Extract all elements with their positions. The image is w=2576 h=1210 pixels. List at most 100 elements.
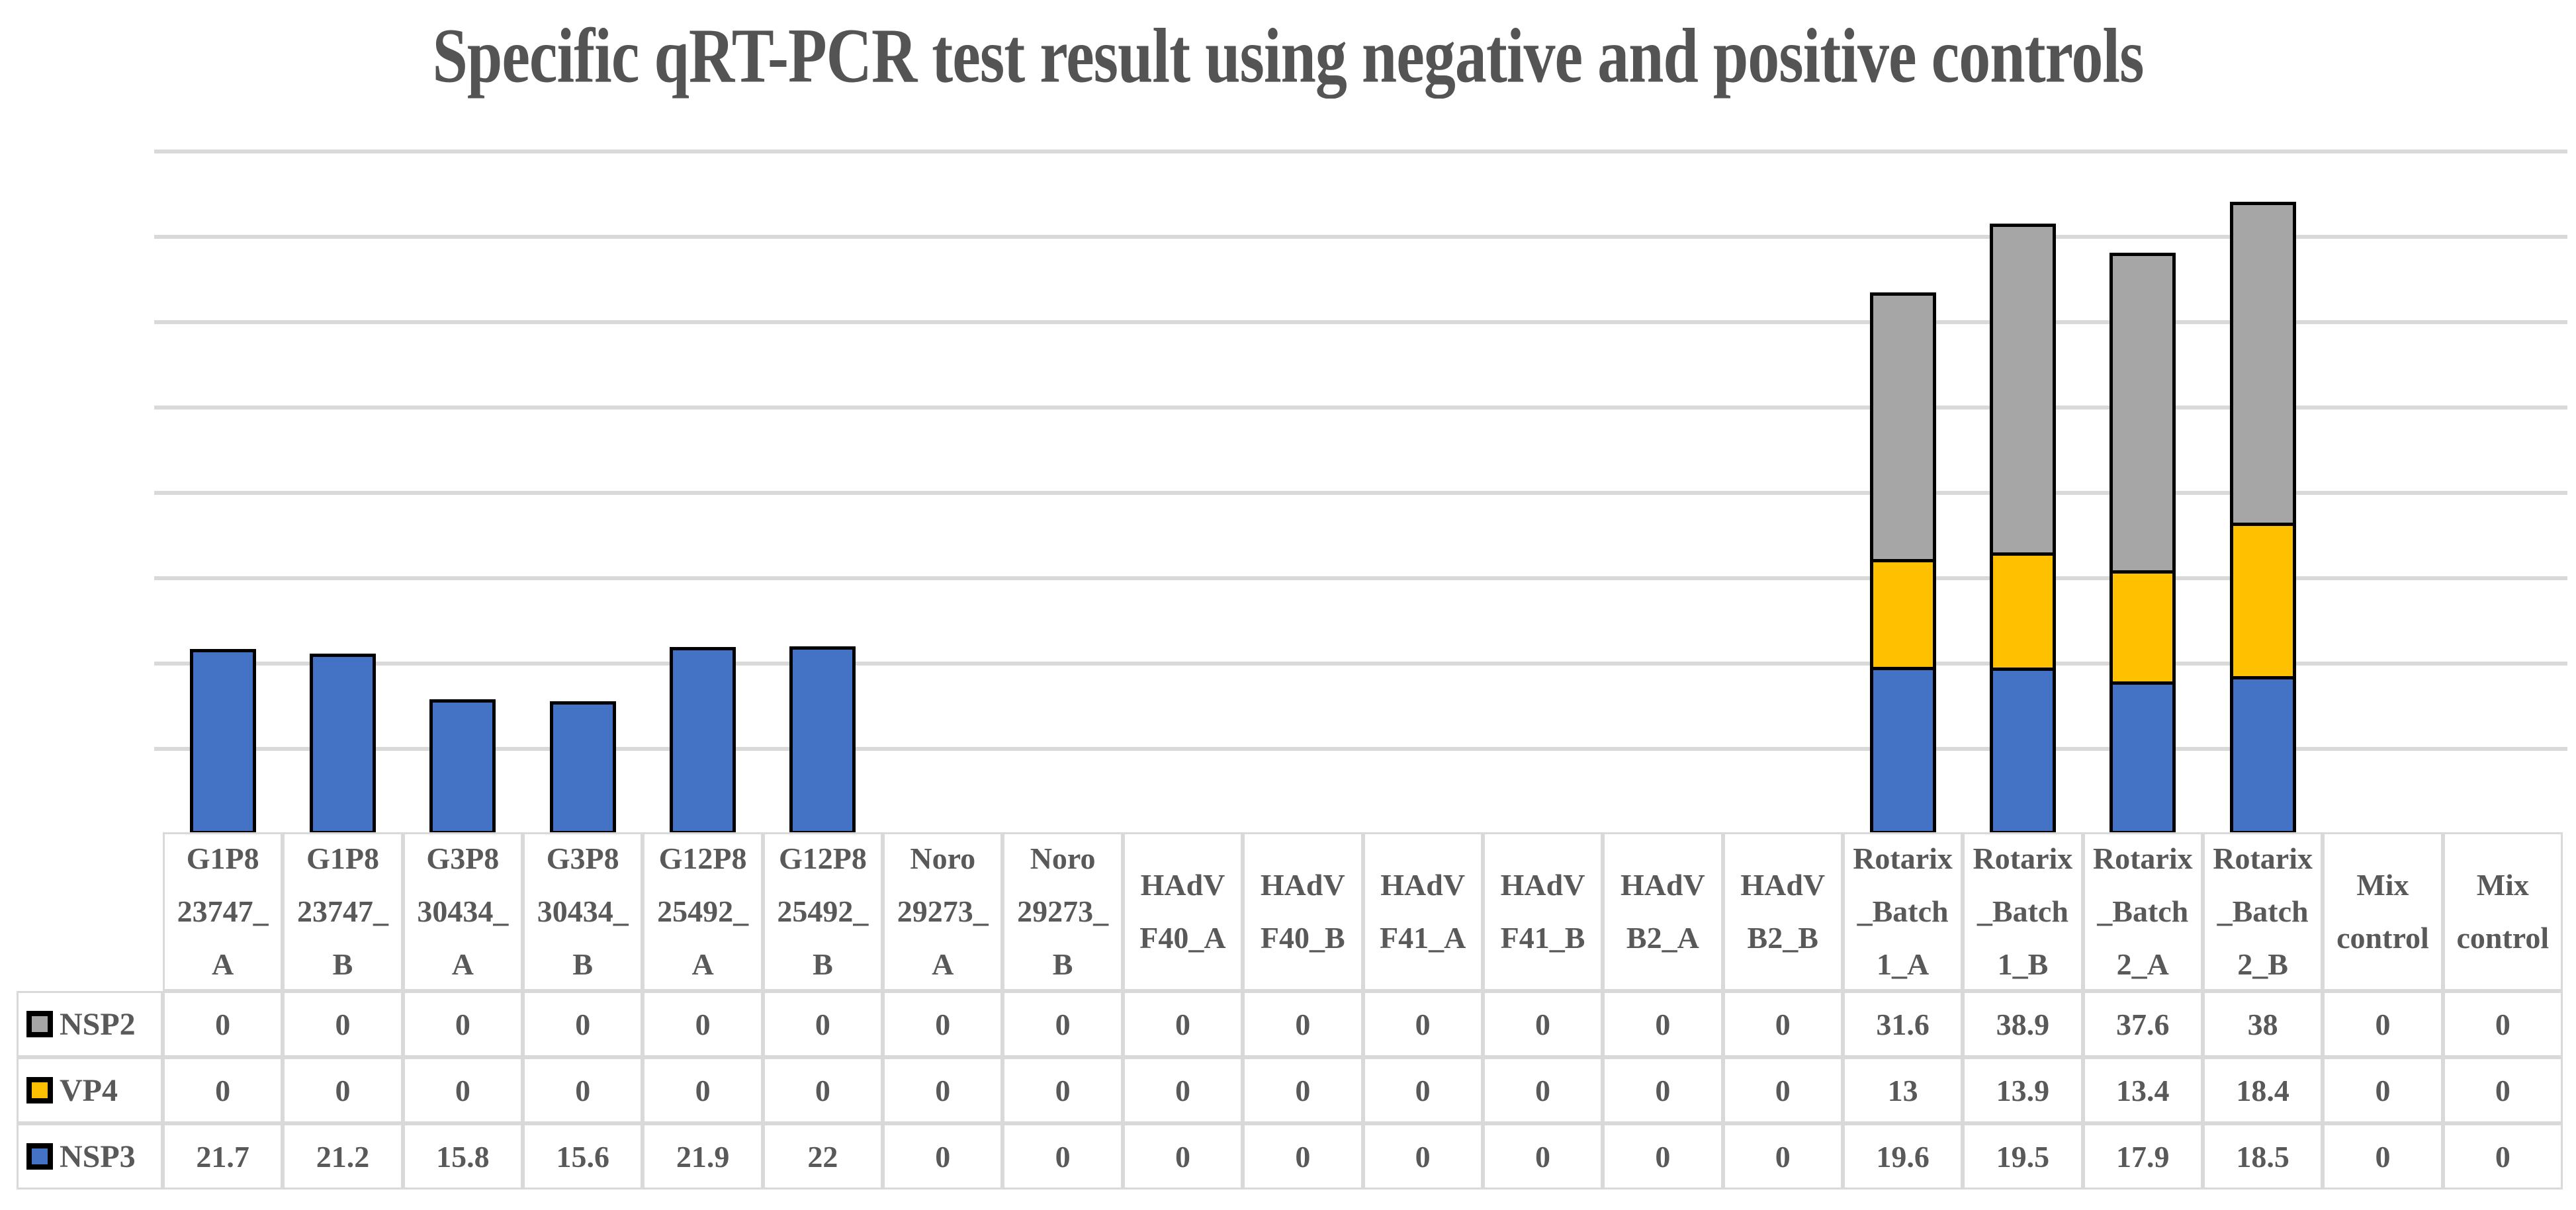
value-cell-nsp3: 17.9 <box>2082 1123 2203 1189</box>
category-label-line: B <box>813 947 833 981</box>
category-header-cell: Rotarix _Batch 1_B <box>1963 832 2083 991</box>
value-cell-vp4: 0 <box>643 1057 763 1123</box>
bar-segment-nsp3 <box>670 647 736 834</box>
category-label-line: HAdV <box>1500 868 1585 902</box>
value-cell-nsp3: 21.9 <box>643 1123 763 1189</box>
category-label-line: G3P8 <box>546 842 619 875</box>
bar-segment-nsp3 <box>1989 668 2056 834</box>
gridline <box>154 747 2567 751</box>
category-label-line: Mix <box>2356 868 2409 902</box>
series-name-label: NSP3 <box>60 1139 136 1174</box>
category-label-line: 2_A <box>2116 947 2169 981</box>
category-label-line: B2_A <box>1626 921 1699 955</box>
category-header-cell: Noro 29273_ A <box>883 832 1003 991</box>
value-cell-vp4: 0 <box>2323 1057 2443 1123</box>
category-label-line: A <box>932 947 954 981</box>
category-label-line: 29273_ <box>1017 894 1109 928</box>
category-label-line: HAdV <box>1620 868 1705 902</box>
chart-title: Specific qRT-PCR test result using negat… <box>432 12 2145 99</box>
bar-segment-nsp2 <box>2110 253 2176 574</box>
table-corner-blank <box>17 832 163 991</box>
category-label-line: G12P8 <box>778 842 867 875</box>
category-label-line: control <box>2336 921 2429 955</box>
category-label-line: _Batch <box>2217 894 2309 928</box>
value-cell-nsp2: 0 <box>643 991 763 1057</box>
value-cell-nsp3: 18.5 <box>2202 1123 2323 1189</box>
category-label-line: F40_B <box>1260 921 1345 955</box>
value-cell-nsp3: 0 <box>2442 1123 2563 1189</box>
value-cell-nsp2: 0 <box>402 991 523 1057</box>
value-cell-vp4: 13.9 <box>1963 1057 2083 1123</box>
category-header-cell: Rotarix _Batch 2_A <box>2082 832 2203 991</box>
value-cell-vp4: 13 <box>1842 1057 1963 1123</box>
category-header-cell: Rotarix _Batch 1_A <box>1842 832 1963 991</box>
category-label-line: Noro <box>1030 842 1096 875</box>
category-header-cell: G3P8 30434_ B <box>523 832 643 991</box>
value-cell-nsp3: 0 <box>1243 1123 1363 1189</box>
value-cell-vp4: 13.4 <box>2082 1057 2203 1123</box>
category-label-line: 29273_ <box>897 894 989 928</box>
category-label-line: 23747_ <box>297 894 389 928</box>
value-cell-vp4: 0 <box>523 1057 643 1123</box>
category-label-line: 25492_ <box>777 894 869 928</box>
category-label-line: B2_B <box>1747 921 1818 955</box>
category-label-line: G1P8 <box>306 842 379 875</box>
legend-row-header-vp4: VP4 <box>17 1057 163 1123</box>
value-cell-nsp2: 38 <box>2202 991 2323 1057</box>
category-label-line: F40_A <box>1139 921 1226 955</box>
gridline <box>154 320 2567 324</box>
value-cell-nsp2: 0 <box>2323 991 2443 1057</box>
category-label-line: A <box>451 947 474 981</box>
value-cell-nsp2: 0 <box>762 991 883 1057</box>
category-header-cell: HAdV B2_A <box>1603 832 1723 991</box>
bar-segment-vp4 <box>2229 523 2296 679</box>
value-cell-nsp3: 0 <box>1603 1123 1723 1189</box>
category-label-line: G3P8 <box>426 842 500 875</box>
category-header-cell: G12P8 25492_ B <box>762 832 883 991</box>
legend-swatch-nsp2 <box>26 1011 53 1037</box>
category-header-cell: Noro 29273_ B <box>1002 832 1123 991</box>
legend-row-header-nsp3: NSP3 <box>17 1123 163 1189</box>
value-cell-nsp3: 0 <box>1482 1123 1603 1189</box>
data-table: G1P8 23747_ A G1P8 23747_ B G3P8 30434_ A G3P8 304… <box>17 832 2563 1189</box>
category-label-line: B <box>572 947 594 981</box>
value-cell-vp4: 0 <box>283 1057 403 1123</box>
category-label-line: B <box>332 947 353 981</box>
bar-segment-vp4 <box>1989 552 2056 671</box>
value-cell-nsp3: 0 <box>2323 1123 2443 1189</box>
value-cell-nsp2: 0 <box>1722 991 1843 1057</box>
gridline <box>154 150 2567 153</box>
bar-segment-nsp2 <box>2229 202 2296 526</box>
value-cell-vp4: 0 <box>402 1057 523 1123</box>
category-label-line: Rotarix <box>2092 842 2193 875</box>
value-cell-nsp2: 0 <box>2442 991 2563 1057</box>
value-cell-nsp3: 0 <box>1122 1123 1243 1189</box>
value-cell-nsp3: 22 <box>762 1123 883 1189</box>
value-cell-nsp2: 38.9 <box>1963 991 2083 1057</box>
category-header-cell: HAdV F41_A <box>1362 832 1483 991</box>
value-cell-vp4: 0 <box>1122 1057 1243 1123</box>
value-cell-nsp2: 0 <box>1002 991 1123 1057</box>
series-name-label: VP4 <box>60 1072 118 1108</box>
category-header-cell: HAdV B2_B <box>1722 832 1843 991</box>
value-cell-nsp3: 19.5 <box>1963 1123 2083 1189</box>
category-label-line: F41_A <box>1380 921 1466 955</box>
category-label-line: Rotarix <box>1973 842 2073 875</box>
category-label-line: control <box>2456 921 2550 955</box>
value-cell-nsp3: 0 <box>1722 1123 1843 1189</box>
category-label-line: 2_B <box>2237 947 2288 981</box>
category-label-line: _Batch <box>2097 894 2189 928</box>
category-label-line: 25492_ <box>657 894 749 928</box>
value-cell-nsp2: 0 <box>883 991 1003 1057</box>
category-header-cell: HAdV F40_A <box>1122 832 1243 991</box>
bar-stack <box>789 646 856 834</box>
category-label-line: A <box>691 947 714 981</box>
value-cell-nsp3: 15.6 <box>523 1123 643 1189</box>
value-cell-vp4: 0 <box>1722 1057 1843 1123</box>
bar-segment-vp4 <box>2110 570 2176 685</box>
value-cell-vp4: 18.4 <box>2202 1057 2323 1123</box>
series-name-label: NSP2 <box>60 1006 136 1042</box>
category-label-line: HAdV <box>1380 868 1466 902</box>
category-label-line: HAdV <box>1740 868 1826 902</box>
bar-stack <box>2110 253 2176 834</box>
